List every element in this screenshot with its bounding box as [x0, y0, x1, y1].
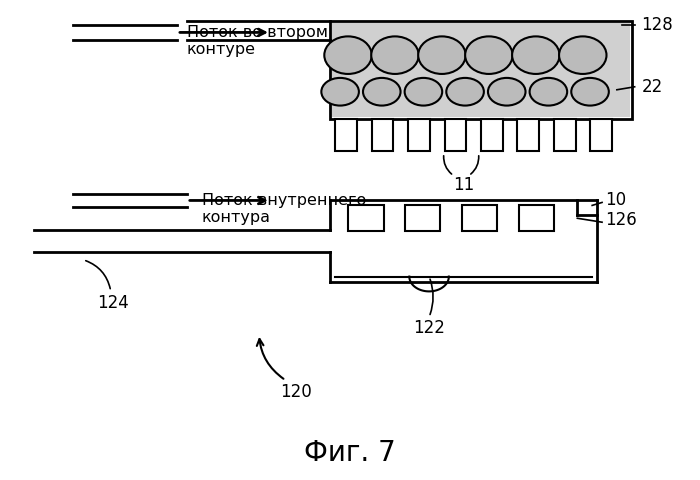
Bar: [519, 205, 554, 231]
Text: Поток внутреннего
контура: Поток внутреннего контура: [202, 192, 366, 225]
Bar: [517, 120, 539, 151]
Text: 122: 122: [413, 319, 445, 337]
Text: Поток во втором
контуре: Поток во втором контуре: [187, 24, 328, 57]
Bar: [332, 23, 630, 118]
Bar: [481, 120, 503, 151]
Ellipse shape: [512, 36, 559, 74]
Bar: [405, 205, 440, 231]
Ellipse shape: [559, 36, 606, 74]
Bar: [330, 21, 631, 120]
Bar: [554, 120, 575, 151]
Bar: [444, 120, 466, 151]
Bar: [590, 120, 612, 151]
Ellipse shape: [447, 78, 484, 106]
Ellipse shape: [371, 36, 419, 74]
Ellipse shape: [571, 78, 609, 106]
Ellipse shape: [324, 36, 372, 74]
Ellipse shape: [418, 36, 466, 74]
Ellipse shape: [466, 36, 512, 74]
Ellipse shape: [405, 78, 442, 106]
Text: 11: 11: [453, 176, 475, 194]
Ellipse shape: [530, 78, 567, 106]
Text: Фиг. 7: Фиг. 7: [304, 439, 396, 467]
Bar: [462, 205, 497, 231]
Bar: [348, 205, 384, 231]
Text: 128: 128: [642, 15, 673, 34]
Text: 10: 10: [605, 192, 626, 209]
Text: 120: 120: [280, 384, 312, 401]
Bar: [335, 120, 357, 151]
Text: 22: 22: [642, 78, 663, 96]
Bar: [408, 120, 430, 151]
Text: 126: 126: [605, 211, 637, 229]
Ellipse shape: [488, 78, 526, 106]
Ellipse shape: [363, 78, 400, 106]
Ellipse shape: [321, 78, 359, 106]
Bar: [372, 120, 393, 151]
Text: 124: 124: [97, 294, 129, 312]
